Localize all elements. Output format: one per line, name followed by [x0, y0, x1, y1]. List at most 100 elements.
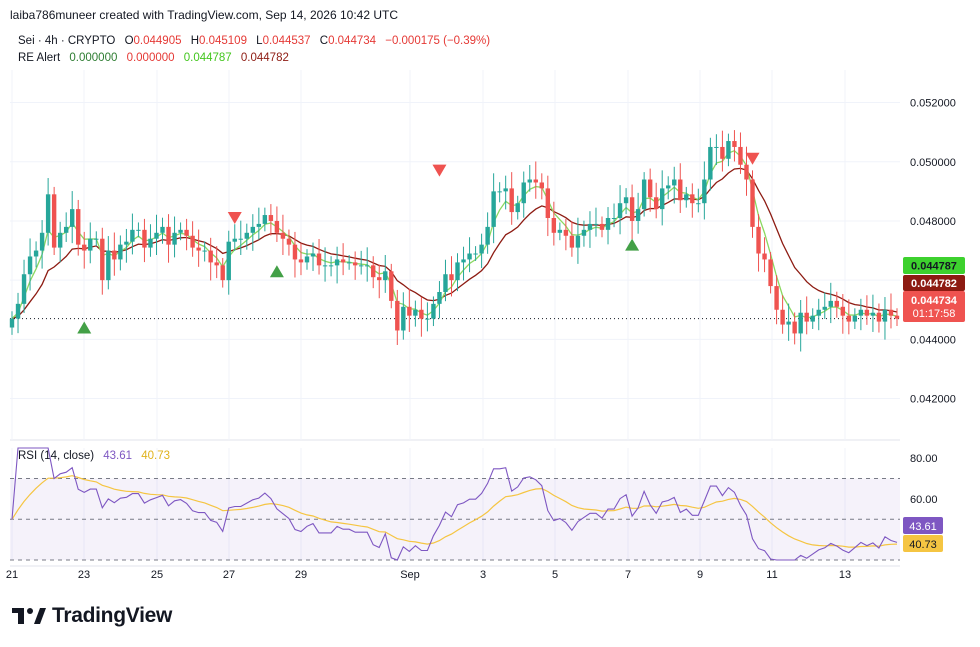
candle-body: [142, 229, 147, 248]
candle-body: [744, 164, 749, 180]
candle-body: [190, 235, 195, 248]
time-tick-label: 9: [697, 569, 703, 581]
candle-body: [840, 306, 846, 316]
indicator-name[interactable]: RE Alert: [18, 52, 61, 64]
candle-body: [365, 265, 370, 267]
candle-body: [455, 262, 460, 281]
moving-average-lines: [10, 149, 900, 320]
time-tick-label: 7: [625, 569, 631, 581]
time-tick-label: 21: [6, 569, 18, 581]
price-tick-label: 0.048000: [910, 216, 956, 228]
candle-body: [828, 300, 833, 307]
candle-body: [617, 203, 623, 218]
rsi-pane: 60.00 80.00: [10, 453, 938, 567]
candle-body: [256, 223, 262, 227]
rsi-ma-line: [11, 475, 898, 548]
candle-body: [515, 203, 520, 213]
candle-body: [870, 312, 876, 316]
candle-body: [641, 179, 647, 210]
candle-body: [280, 232, 286, 239]
fast-ma-badge: 0.044787: [903, 257, 965, 274]
slow-ma-badge-bg: [903, 275, 965, 291]
candle-body: [551, 218, 557, 233]
candle-body: [834, 300, 839, 307]
candle-body: [774, 286, 779, 310]
candle-body: [587, 223, 593, 230]
candle-body: [708, 146, 713, 180]
chart-attribution: laiba786muneer created with TradingView.…: [10, 8, 399, 22]
candle-body: [166, 226, 171, 245]
rsi-ma-badge-bg: [903, 535, 943, 552]
candle-body: [322, 265, 328, 267]
slow-ma-line: [11, 167, 898, 320]
candle-body: [383, 271, 388, 281]
candle-body: [112, 250, 117, 260]
buy-signal-icon: [625, 238, 640, 251]
rsi-line: [11, 447, 898, 561]
candle-body: [732, 141, 737, 147]
candle-body: [563, 229, 569, 236]
candle-body: [232, 238, 237, 242]
price-tick-label: 0.042000: [910, 394, 956, 406]
candle-body: [407, 306, 412, 316]
candle-body: [425, 318, 430, 320]
rsi-name[interactable]: RSI (14, close): [18, 450, 95, 462]
candle-body: [497, 191, 502, 193]
rsi-tick-label: 80.00: [910, 453, 938, 465]
candle-body: [286, 238, 292, 245]
candle-body: [124, 241, 129, 245]
symbol-name[interactable]: Sei · 4h · CRYPTO: [18, 35, 116, 47]
high-label: H: [190, 35, 199, 47]
sell-signal-icon: [432, 164, 447, 177]
candle-body: [371, 265, 376, 278]
candle-body: [491, 191, 496, 227]
candle-body: [882, 309, 888, 322]
time-tick-label: 27: [223, 569, 235, 581]
candle-body: [852, 315, 858, 322]
candle-body: [894, 315, 900, 319]
candle-body: [461, 259, 466, 263]
candle-body: [238, 238, 243, 240]
rsi-band: [10, 478, 900, 560]
rsi-value-badge-bg: [903, 517, 943, 534]
candle-body: [262, 215, 268, 224]
fast-ma-badge-bg: [903, 257, 965, 274]
time-tick-label: 23: [78, 569, 90, 581]
candle-body: [822, 306, 827, 310]
candle-body: [208, 250, 213, 263]
candle-body: [876, 312, 882, 322]
candle-body: [304, 256, 310, 263]
candle-body: [184, 229, 189, 236]
rsi-value-badge-text: 43.61: [909, 521, 937, 533]
candle-body: [678, 179, 683, 201]
time-tick-label: 3: [480, 569, 486, 581]
candle-body: [726, 141, 731, 159]
indicator-legend: RE Alert 0.000000 0.000000 0.044787 0.04…: [18, 52, 289, 64]
candle-body: [106, 250, 111, 281]
candle-body: [395, 300, 400, 331]
candle-body: [629, 197, 635, 221]
candle-body: [846, 315, 852, 322]
price-tick-label: 0.050000: [910, 157, 956, 169]
candle-body: [172, 232, 177, 245]
candle-body: [888, 309, 894, 316]
candle-body: [9, 318, 15, 328]
candle-body: [316, 253, 322, 266]
candle-body: [196, 247, 201, 251]
tradingview-logo[interactable]: TradingView: [12, 604, 172, 628]
price-axis: 0.0420000.0440000.0460000.0480000.050000…: [910, 98, 956, 406]
last-price-badge-text: 0.044734: [911, 295, 958, 307]
candle-body: [864, 309, 870, 316]
rsi-value: 43.61: [103, 450, 133, 462]
candle-body: [389, 271, 394, 301]
candles: [9, 130, 900, 352]
indicator-value-4: 0.044782: [240, 52, 289, 64]
candle-body: [539, 182, 544, 189]
candle-body: [118, 244, 123, 260]
candle-body: [377, 277, 382, 281]
low-value: 0.044537: [262, 35, 311, 47]
candle-body: [738, 146, 743, 165]
candle-body: [401, 306, 406, 331]
candle-body: [611, 218, 617, 219]
